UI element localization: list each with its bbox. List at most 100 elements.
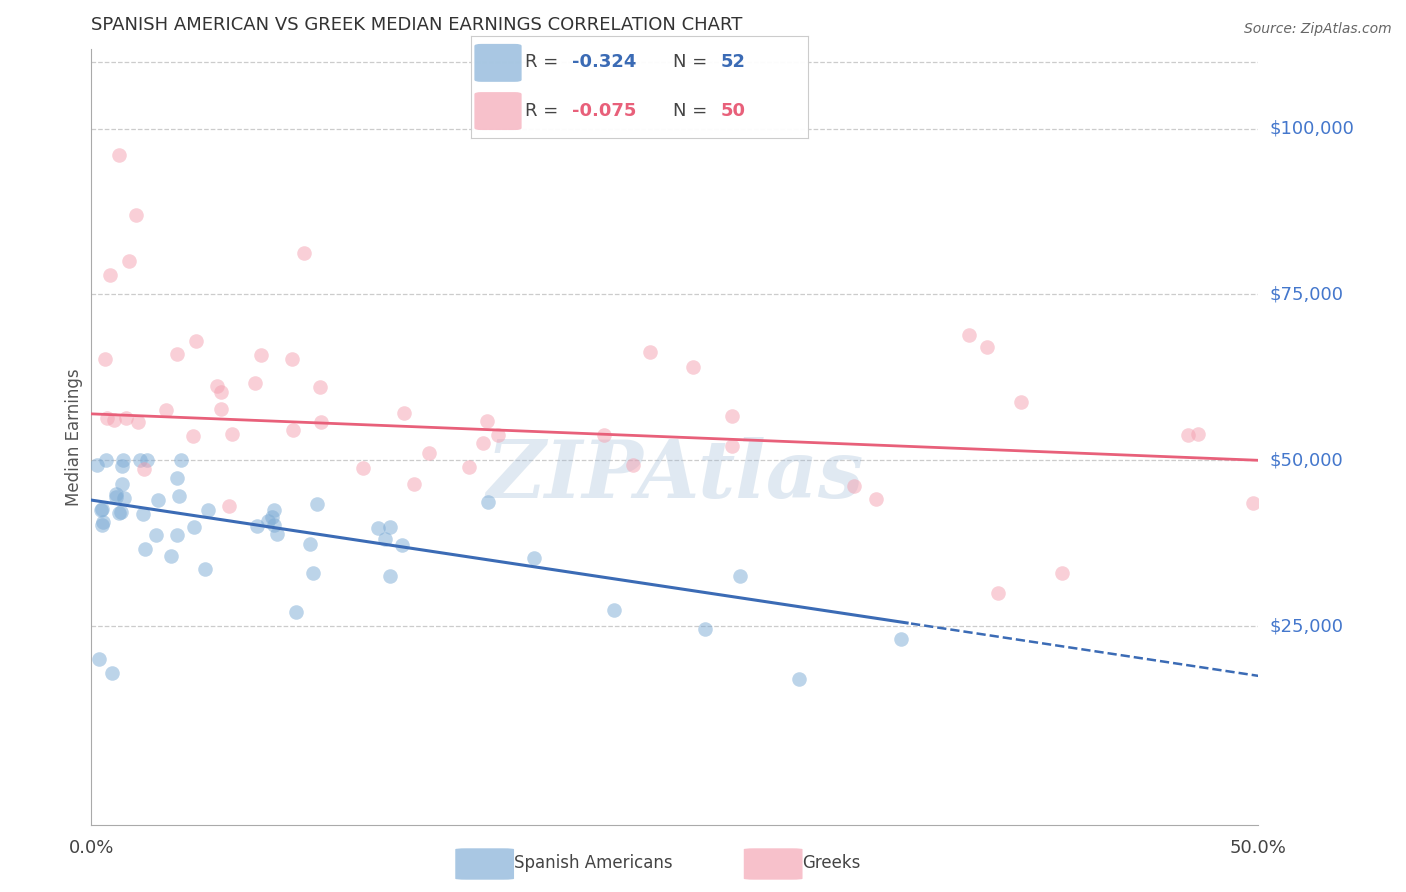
Point xyxy=(523,551,546,566)
Point xyxy=(110,505,132,519)
Point xyxy=(184,334,207,348)
Point xyxy=(392,406,415,420)
Point xyxy=(976,340,998,354)
Point xyxy=(107,507,129,521)
Text: $75,000: $75,000 xyxy=(1270,285,1344,303)
Point xyxy=(125,208,148,222)
Point xyxy=(1241,496,1264,510)
Point xyxy=(90,502,112,516)
Point xyxy=(378,520,401,534)
Text: 50: 50 xyxy=(721,102,745,120)
Point xyxy=(112,491,135,506)
Point xyxy=(720,409,742,423)
Point xyxy=(292,246,315,260)
Point xyxy=(98,268,121,282)
Point xyxy=(281,351,304,366)
Point xyxy=(367,521,389,535)
Point xyxy=(418,446,440,460)
Point xyxy=(250,348,273,362)
Point xyxy=(128,453,150,467)
Point xyxy=(302,566,325,581)
Point xyxy=(194,562,217,576)
Point xyxy=(298,536,321,550)
Point xyxy=(352,460,374,475)
Point xyxy=(842,479,865,493)
Point xyxy=(475,413,498,427)
Point xyxy=(987,586,1010,600)
Text: SPANISH AMERICAN VS GREEK MEDIAN EARNINGS CORRELATION CHART: SPANISH AMERICAN VS GREEK MEDIAN EARNING… xyxy=(91,16,742,34)
Text: $100,000: $100,000 xyxy=(1270,120,1354,137)
FancyBboxPatch shape xyxy=(474,92,522,130)
Point xyxy=(477,495,499,509)
Point xyxy=(263,503,285,517)
Point xyxy=(134,541,156,556)
FancyBboxPatch shape xyxy=(474,44,522,82)
Point xyxy=(311,416,333,430)
Point xyxy=(865,491,887,506)
Point xyxy=(1010,395,1032,409)
Point xyxy=(181,428,204,442)
Point xyxy=(728,569,751,583)
Point xyxy=(183,520,205,534)
Text: -0.075: -0.075 xyxy=(572,102,637,120)
Point xyxy=(166,470,188,484)
Point xyxy=(1052,566,1074,580)
Point xyxy=(243,376,266,390)
Text: $25,000: $25,000 xyxy=(1270,617,1344,635)
Point xyxy=(266,526,288,541)
Point xyxy=(118,254,141,268)
Point xyxy=(309,380,332,394)
Text: ZIPAtlas: ZIPAtlas xyxy=(486,437,863,515)
Point xyxy=(621,458,644,473)
Point xyxy=(603,603,626,617)
Point xyxy=(638,344,661,359)
Point xyxy=(209,384,232,399)
Point xyxy=(91,515,114,529)
Point xyxy=(114,410,136,425)
Point xyxy=(305,498,328,512)
Point xyxy=(94,352,117,367)
Point xyxy=(890,632,912,646)
Point xyxy=(787,672,810,686)
Point xyxy=(682,360,704,375)
Point xyxy=(132,507,155,521)
Point xyxy=(197,503,219,517)
Point xyxy=(108,148,131,162)
Point xyxy=(1177,428,1199,442)
Point xyxy=(111,477,134,491)
Point xyxy=(256,514,278,528)
Point xyxy=(169,489,191,503)
Point xyxy=(90,518,112,533)
FancyBboxPatch shape xyxy=(456,848,515,880)
Point xyxy=(283,424,305,438)
Text: Source: ZipAtlas.com: Source: ZipAtlas.com xyxy=(1244,22,1392,37)
Text: N =: N = xyxy=(673,102,713,120)
Point xyxy=(105,490,128,504)
Point xyxy=(105,486,128,500)
Text: 52: 52 xyxy=(721,54,745,71)
Point xyxy=(170,453,193,467)
Point xyxy=(472,435,495,450)
Point xyxy=(593,428,616,442)
Point xyxy=(145,527,167,541)
Point xyxy=(263,518,285,533)
Point xyxy=(374,533,396,547)
Point xyxy=(103,413,125,427)
Point xyxy=(218,499,240,513)
Point xyxy=(721,439,744,453)
Point xyxy=(160,549,183,564)
Point xyxy=(96,411,118,425)
Text: Greeks: Greeks xyxy=(803,854,860,872)
Text: Spanish Americans: Spanish Americans xyxy=(515,854,672,872)
FancyBboxPatch shape xyxy=(744,848,803,880)
Point xyxy=(89,652,111,666)
Text: $50,000: $50,000 xyxy=(1270,451,1343,469)
Point xyxy=(166,347,188,361)
Point xyxy=(135,453,157,467)
Point xyxy=(166,528,188,542)
Point xyxy=(146,492,169,507)
Point xyxy=(205,379,228,393)
Point xyxy=(391,539,413,553)
Point xyxy=(127,415,149,429)
Point xyxy=(957,327,980,342)
